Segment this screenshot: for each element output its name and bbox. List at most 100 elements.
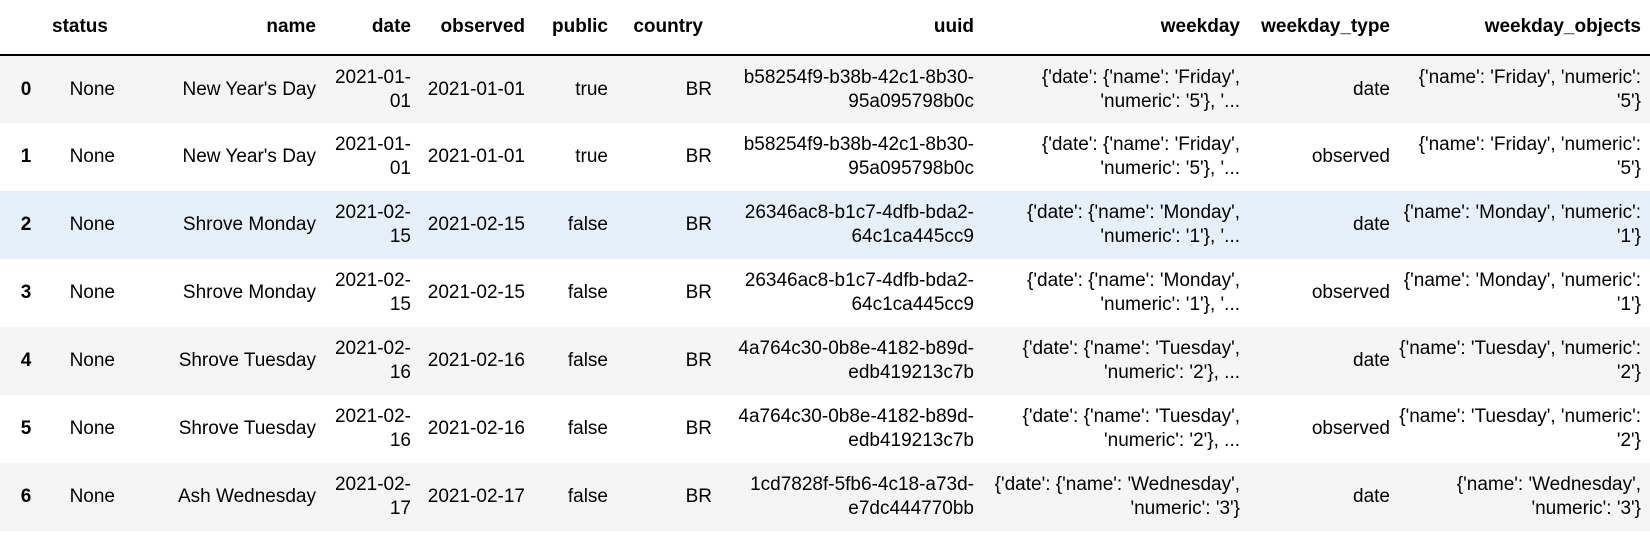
cell-uuid: b58254f9-b38b-42c1-8b30-95a095798b0c <box>743 66 974 112</box>
column-header-name[interactable]: name <box>115 0 325 56</box>
table-row[interactable]: 4 None Shrove Tuesday 2021-02-16 2021-02… <box>0 327 1650 395</box>
cell-weekday: {'date': {'name': 'Monday', 'numeric': '… <box>1027 270 1240 315</box>
cell-observed: 2021-02-15 <box>427 282 525 303</box>
cell-status: None <box>69 214 115 235</box>
cell-weekday-type: date <box>1353 486 1390 507</box>
cell-observed: 2021-02-15 <box>427 214 525 235</box>
cell-weekday-objects: {'name': 'Tuesday', 'numeric': '2'} <box>1399 338 1641 383</box>
cell-public: false <box>567 486 608 507</box>
row-index: 3 <box>20 282 32 303</box>
table-row[interactable]: 1 None New Year's Day 2021-01-01 2021-01… <box>0 123 1650 191</box>
cell-status: None <box>69 78 115 100</box>
table-body: 0 None New Year's Day 2021-01-01 2021-01… <box>0 55 1650 531</box>
dataframe-table: status name date observed public country… <box>0 0 1650 531</box>
cell-country: BR <box>685 78 712 100</box>
cell-weekday-objects: {'name': 'Friday', 'numeric': '5'} <box>1418 134 1641 179</box>
cell-weekday-objects: {'name': 'Wednesday', 'numeric': '3'} <box>1456 474 1641 519</box>
row-index: 4 <box>20 350 32 371</box>
cell-observed: 2021-02-17 <box>427 486 525 507</box>
cell-status: None <box>69 486 115 507</box>
table-header: status name date observed public country… <box>0 0 1650 56</box>
cell-observed: 2021-02-16 <box>427 350 525 371</box>
cell-weekday: {'date': {'name': 'Friday', 'numeric': '… <box>1041 134 1240 179</box>
cell-uuid: 4a764c30-0b8e-4182-b89d-edb419213c7b <box>738 406 974 451</box>
cell-status: None <box>69 418 115 439</box>
cell-country: BR <box>685 418 712 439</box>
column-header-country[interactable]: country <box>617 0 712 56</box>
cell-name: Shrove Tuesday <box>178 350 316 371</box>
column-header-uuid[interactable]: uuid <box>712 0 983 56</box>
cell-weekday-objects: {'name': 'Friday', 'numeric': '5'} <box>1418 66 1641 112</box>
cell-name: Shrove Monday <box>182 214 316 235</box>
column-header-weekday[interactable]: weekday <box>983 0 1249 56</box>
cell-status: None <box>69 350 115 371</box>
column-header-weekday-objects[interactable]: weekday_objects <box>1399 0 1650 56</box>
cell-weekday-type: date <box>1353 78 1390 100</box>
cell-uuid: 26346ac8-b1c7-4dfb-bda2-64c1ca445cc9 <box>744 202 974 247</box>
cell-uuid: 4a764c30-0b8e-4182-b89d-edb419213c7b <box>738 338 974 383</box>
cell-uuid: 26346ac8-b1c7-4dfb-bda2-64c1ca445cc9 <box>744 270 974 315</box>
cell-country: BR <box>685 486 712 507</box>
cell-date: 2021-01-01 <box>334 134 411 179</box>
cell-weekday: {'date': {'name': 'Friday', 'numeric': '… <box>1041 66 1240 112</box>
cell-public: false <box>567 350 608 371</box>
cell-country: BR <box>685 282 712 303</box>
cell-public: false <box>567 418 608 439</box>
cell-date: 2021-02-17 <box>334 474 411 519</box>
table-row-hovered[interactable]: 2 None Shrove Monday 2021-02-15 2021-02-… <box>0 191 1650 259</box>
cell-date: 2021-01-01 <box>334 66 411 112</box>
column-header-status[interactable]: status <box>52 0 115 56</box>
cell-uuid: b58254f9-b38b-42c1-8b30-95a095798b0c <box>743 134 974 179</box>
cell-observed: 2021-02-16 <box>427 418 525 439</box>
cell-status: None <box>69 282 115 303</box>
cell-country: BR <box>685 146 712 167</box>
row-index: 6 <box>20 486 32 507</box>
cell-status: None <box>69 146 115 167</box>
table-row[interactable]: 0 None New Year's Day 2021-01-01 2021-01… <box>0 55 1650 123</box>
cell-observed: 2021-01-01 <box>427 146 525 167</box>
cell-name: New Year's Day <box>182 78 316 100</box>
column-header-public[interactable]: public <box>534 0 617 56</box>
cell-weekday: {'date': {'name': 'Tuesday', 'numeric': … <box>1022 406 1240 451</box>
cell-public: false <box>567 282 608 303</box>
cell-country: BR <box>685 350 712 371</box>
cell-weekday-type: date <box>1353 214 1390 235</box>
cell-date: 2021-02-15 <box>334 270 411 315</box>
cell-date: 2021-02-16 <box>334 406 411 451</box>
cell-name: Shrove Monday <box>182 282 316 303</box>
cell-uuid: 1cd7828f-5fb6-4c18-a73d-e7dc444770bb <box>750 474 974 519</box>
cell-observed: 2021-01-01 <box>427 78 525 100</box>
cell-weekday-type: date <box>1353 350 1390 371</box>
cell-weekday-type: observed <box>1311 282 1390 303</box>
cell-weekday-objects: {'name': 'Monday', 'numeric': '1'} <box>1403 270 1641 315</box>
cell-public: false <box>567 214 608 235</box>
cell-weekday-objects: {'name': 'Monday', 'numeric': '1'} <box>1403 202 1641 247</box>
column-header-date[interactable]: date <box>325 0 420 56</box>
table-row[interactable]: 5 None Shrove Tuesday 2021-02-16 2021-02… <box>0 395 1650 463</box>
cell-weekday: {'date': {'name': 'Wednesday', 'numeric'… <box>994 474 1240 519</box>
cell-weekday-type: observed <box>1311 418 1390 439</box>
column-header-weekday-type[interactable]: weekday_type <box>1249 0 1399 56</box>
cell-date: 2021-02-16 <box>334 338 411 383</box>
cell-weekday: {'date': {'name': 'Monday', 'numeric': '… <box>1027 202 1240 247</box>
column-header-observed[interactable]: observed <box>420 0 534 56</box>
row-index: 5 <box>20 418 32 439</box>
table-row[interactable]: 6 None Ash Wednesday 2021-02-17 2021-02-… <box>0 463 1650 531</box>
cell-country: BR <box>685 214 712 235</box>
cell-public: true <box>575 146 608 167</box>
cell-date: 2021-02-15 <box>334 202 411 247</box>
cell-weekday-type: observed <box>1311 146 1390 167</box>
row-index: 1 <box>20 146 32 167</box>
row-index: 2 <box>20 214 32 235</box>
index-header <box>0 0 52 56</box>
cell-weekday: {'date': {'name': 'Tuesday', 'numeric': … <box>1022 338 1240 383</box>
table-row[interactable]: 3 None Shrove Monday 2021-02-15 2021-02-… <box>0 259 1650 327</box>
header-row: status name date observed public country… <box>0 0 1650 56</box>
cell-weekday-objects: {'name': 'Tuesday', 'numeric': '2'} <box>1399 406 1641 451</box>
cell-name: Ash Wednesday <box>177 486 316 507</box>
cell-name: Shrove Tuesday <box>178 418 316 439</box>
cell-public: true <box>575 78 608 100</box>
cell-name: New Year's Day <box>182 146 316 167</box>
row-index: 0 <box>20 78 32 100</box>
